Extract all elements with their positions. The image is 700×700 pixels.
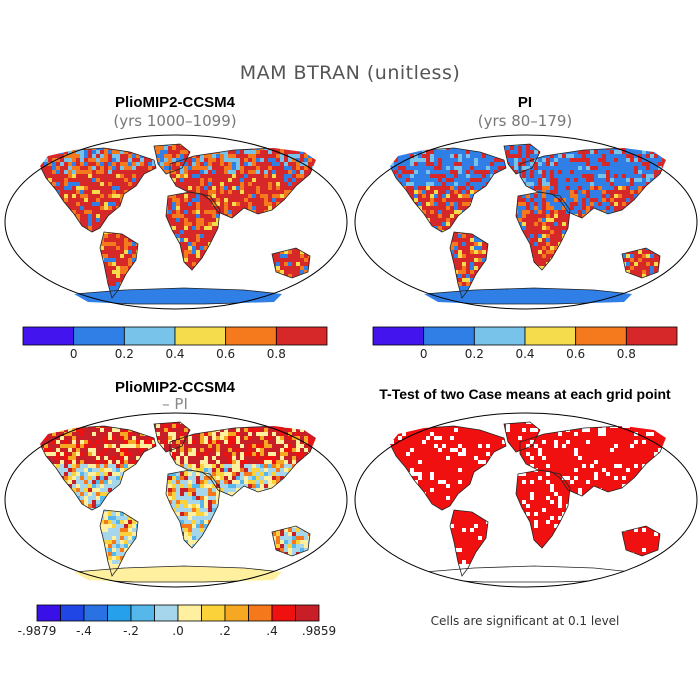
colorbar-box [224, 604, 249, 622]
colorbar-box [130, 604, 155, 622]
colorbar-box [575, 326, 627, 346]
colorbar-tick-label: -.9879 [17, 624, 57, 638]
colorbar-tick-label: 0.2 [464, 347, 484, 361]
coast-australia [271, 525, 311, 557]
panel-title-top-left: PlioMIP2-CCSM4 [114, 94, 235, 111]
panel-title-bottom-left: PlioMIP2-CCSM4 [114, 379, 235, 396]
colorbar-box [60, 604, 85, 622]
map-difference [4, 412, 348, 588]
map-frame [4, 134, 348, 310]
panel-title-top-right: PI [517, 94, 533, 111]
coast-greenland [153, 421, 191, 453]
colorbar-pi [372, 326, 678, 346]
colorbar-box [177, 604, 202, 622]
colorbar-box [123, 326, 176, 346]
colorbar-tick-label: 0.8 [266, 347, 286, 361]
map-frame [354, 412, 698, 588]
colorbar-difference [36, 604, 320, 622]
colorbar-box [36, 604, 61, 622]
figure-title: MAM BTRAN (unitless) [239, 62, 461, 84]
colorbar-box [154, 604, 179, 622]
panel-subtitle-bottom-left: – PI [162, 395, 188, 413]
coast-africa [515, 469, 571, 549]
colorbar-tick-label: .9859 [301, 624, 337, 638]
map-frame [354, 134, 698, 310]
coast-africa [165, 191, 221, 271]
colorbar-tick-label: 0.4 [515, 347, 535, 361]
coast-africa [165, 469, 221, 549]
map-pi [354, 134, 698, 310]
coast-australia [621, 525, 661, 557]
colorbar-tick-label: .4 [266, 624, 278, 638]
colorbar-box [83, 604, 108, 622]
colorbar-tick-label: -.4 [76, 624, 92, 638]
coast-namerica [39, 425, 157, 511]
colorbar-plio [22, 326, 328, 346]
colorbar-box [22, 326, 75, 346]
panel-subtitle-top-right: (yrs 80–179) [477, 112, 573, 130]
colorbar-box [275, 326, 328, 346]
colorbar-box [201, 604, 226, 622]
coast-greenland [503, 421, 541, 453]
colorbar-box [174, 326, 227, 346]
significance-note: Cells are significant at 0.1 level [430, 614, 620, 628]
colorbar-tick-label: .0 [172, 624, 184, 638]
colorbar-box [248, 604, 273, 622]
coast-namerica [39, 147, 157, 233]
colorbar-tick-label: 0.4 [165, 347, 185, 361]
colorbar-box [73, 326, 125, 346]
map-plio [4, 134, 348, 310]
coast-africa [515, 191, 571, 271]
coast-samerica [99, 231, 139, 299]
colorbar-box [271, 604, 296, 622]
coast-samerica [99, 509, 139, 577]
coast-greenland [503, 143, 541, 175]
colorbar-box [524, 326, 577, 346]
coast-australia [271, 247, 311, 279]
colorbar-tick-label: 0 [419, 347, 428, 361]
map-ttest [354, 412, 698, 588]
coast-samerica [449, 509, 489, 577]
panel-title-bottom-right: T-Test of two Case means at each grid po… [379, 386, 671, 402]
colorbar-box [295, 604, 320, 622]
map-frame [4, 412, 348, 588]
panel-subtitle-top-left: (yrs 1000–1099) [113, 112, 237, 130]
coast-samerica [449, 231, 489, 299]
coast-australia [621, 247, 661, 279]
colorbar-tick-label: .2 [219, 624, 231, 638]
colorbar-tick-label: 0.6 [566, 347, 586, 361]
colorbar-tick-label: -.2 [123, 624, 139, 638]
coast-greenland [153, 143, 191, 175]
coast-namerica [389, 147, 507, 233]
colorbar-tick-label: 0.2 [114, 347, 134, 361]
colorbar-box [225, 326, 277, 346]
colorbar-tick-label: 0.6 [216, 347, 236, 361]
colorbar-tick-label: 0.8 [616, 347, 636, 361]
colorbar-box [423, 326, 475, 346]
colorbar-tick-label: 0 [69, 347, 78, 361]
coast-namerica [389, 425, 507, 511]
colorbar-box [625, 326, 678, 346]
colorbar-box [107, 604, 132, 622]
colorbar-box [473, 326, 526, 346]
colorbar-box [372, 326, 425, 346]
